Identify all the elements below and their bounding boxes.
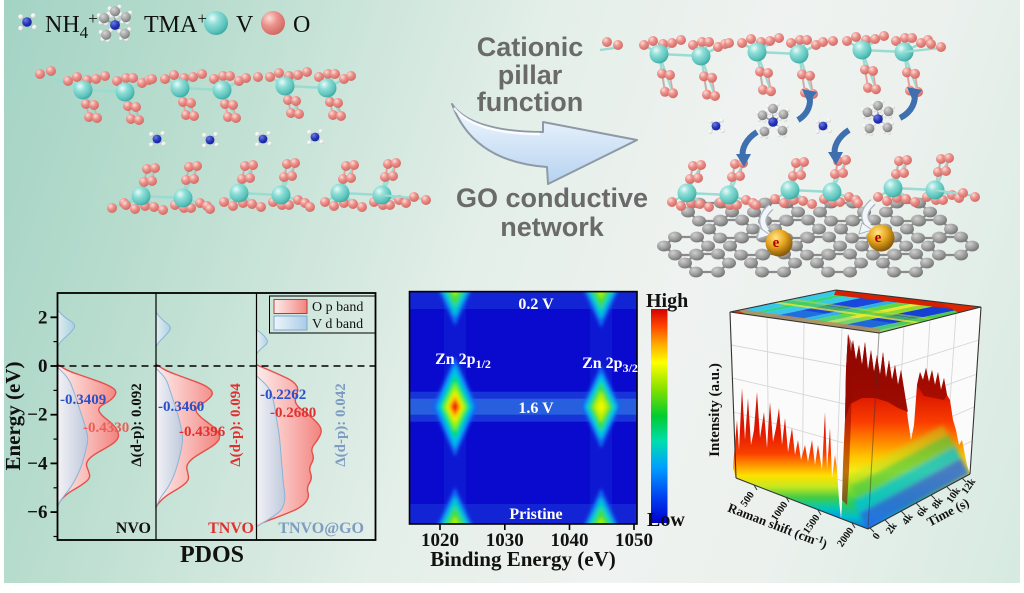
svg-text:NH4+: NH4+ — [45, 9, 98, 42]
svg-text:−2: −2 — [27, 405, 47, 426]
svg-text:0: 0 — [871, 531, 883, 542]
svg-text:NVO: NVO — [116, 520, 151, 537]
svg-text:Intensity (a.u.): Intensity (a.u.) — [707, 363, 723, 457]
svg-text:4k: 4k — [900, 512, 915, 528]
svg-text:TNVO: TNVO — [208, 520, 254, 537]
svg-text:PDOS: PDOS — [180, 542, 244, 568]
svg-text:2: 2 — [38, 307, 48, 328]
svg-text:1030: 1030 — [486, 530, 524, 551]
svg-text:e: e — [875, 230, 882, 246]
svg-text:e: e — [773, 235, 780, 251]
svg-text:-0.2680: -0.2680 — [270, 405, 316, 421]
svg-text:Pristine: Pristine — [509, 506, 562, 523]
svg-text:2k: 2k — [884, 521, 899, 537]
svg-text:network: network — [500, 212, 605, 242]
svg-text:-0.2262: -0.2262 — [260, 387, 306, 403]
svg-text:1050: 1050 — [615, 530, 653, 551]
svg-text:O: O — [293, 12, 310, 38]
svg-text:V d band: V d band — [312, 317, 363, 332]
svg-text:Δ(d-p): 0.042: Δ(d-p): 0.042 — [333, 383, 349, 467]
svg-text:pillar: pillar — [498, 60, 563, 90]
svg-text:6k: 6k — [915, 504, 930, 520]
svg-text:V: V — [236, 12, 254, 38]
svg-text:Δ(d-p): 0.092: Δ(d-p): 0.092 — [129, 383, 145, 467]
svg-text:−6: −6 — [27, 502, 47, 523]
svg-text:1.6 V: 1.6 V — [518, 400, 554, 417]
svg-text:-0.4330: -0.4330 — [83, 420, 129, 436]
svg-text:Cationic: Cationic — [477, 32, 584, 62]
svg-text:TNVO@GO: TNVO@GO — [278, 520, 364, 537]
svg-text:O p band: O p band — [312, 300, 363, 315]
svg-text:-0.3409: -0.3409 — [60, 392, 106, 408]
svg-text:−4: −4 — [27, 453, 48, 474]
svg-text:-0.3460: -0.3460 — [158, 399, 204, 415]
svg-text:0.2 V: 0.2 V — [518, 296, 554, 313]
svg-text:1020: 1020 — [421, 530, 459, 551]
svg-text:Energy (eV): Energy (eV) — [1, 361, 25, 470]
svg-text:0: 0 — [38, 356, 48, 377]
svg-text:Δ(d-p): 0.094: Δ(d-p): 0.094 — [228, 383, 244, 467]
svg-text:2000: 2000 — [835, 526, 856, 550]
svg-text:High: High — [646, 290, 688, 312]
svg-text:Low: Low — [647, 509, 685, 531]
svg-text:1040: 1040 — [551, 530, 589, 551]
svg-text:-0.4396: -0.4396 — [179, 424, 226, 440]
svg-text:Binding Energy (eV): Binding Energy (eV) — [430, 547, 616, 571]
svg-text:GO conductive: GO conductive — [456, 183, 648, 213]
svg-text:TMA+: TMA+ — [144, 9, 207, 38]
svg-text:12k: 12k — [960, 477, 978, 497]
svg-text:8k: 8k — [930, 496, 945, 512]
svg-text:function: function — [477, 87, 583, 117]
